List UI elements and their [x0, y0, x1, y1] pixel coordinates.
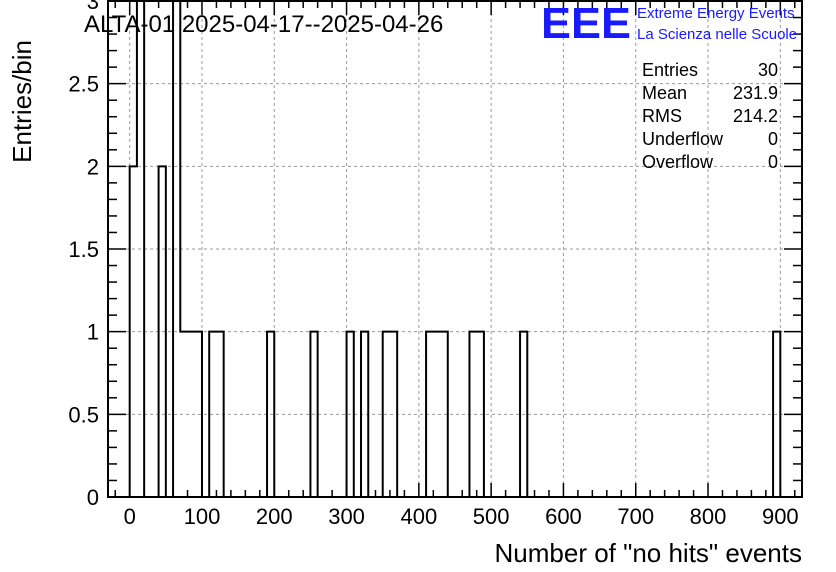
- stats-box: Entries 30 Mean 231.9 RMS 214.2 Underflo…: [642, 60, 778, 172]
- y-tick-label: 2: [87, 154, 99, 179]
- logo-mark: EEE: [541, 0, 631, 48]
- histogram-bin: [441, 332, 448, 497]
- x-tick-label: 300: [328, 504, 365, 529]
- histogram-bin: [310, 332, 317, 497]
- stat-value: 231.9: [733, 83, 778, 103]
- y-tick-label: 3: [87, 0, 99, 14]
- x-tick-label: 0: [124, 504, 136, 529]
- x-tick-label: 200: [256, 504, 293, 529]
- y-tick-label: 1.5: [68, 237, 99, 262]
- histogram-bin: [267, 332, 274, 497]
- histogram-bin: [137, 1, 144, 497]
- histogram-bin: [188, 332, 195, 497]
- histogram-bin: [383, 332, 390, 497]
- histogram-bin: [173, 1, 180, 497]
- stat-label: Overflow: [642, 152, 714, 172]
- histogram-bin: [195, 332, 202, 497]
- stat-label: Mean: [642, 83, 687, 103]
- stat-label: Entries: [642, 60, 698, 80]
- chart-title: ALTA-01 2025-04-17--2025-04-26: [84, 11, 443, 38]
- histogram-bin: [469, 332, 476, 497]
- histogram-bin: [347, 332, 354, 497]
- y-tick-label: 2.5: [68, 72, 99, 97]
- histogram-bin: [159, 166, 166, 497]
- y-axis-label: Entries/bin: [7, 40, 37, 163]
- y-tick-label: 1: [87, 320, 99, 345]
- y-tick-label: 0: [87, 485, 99, 510]
- axis-ticks: 0 100 200 300 400 500 600 700 800 90000.511.522.5…: [68, 0, 802, 529]
- stat-value: 0: [768, 129, 778, 149]
- stat-value: 0: [768, 152, 778, 172]
- y-tick-label: 0.5: [68, 402, 99, 427]
- logo-line1: Extreme Energy Events: [637, 5, 795, 22]
- histogram-bin: [361, 332, 368, 497]
- logo-line2: La Scienza nelle Scuole: [637, 26, 797, 43]
- stat-label: Underflow: [642, 129, 724, 149]
- histogram-bin: [130, 166, 137, 497]
- grid-lines: [108, 0, 802, 497]
- eee-logo: EEE Extreme Energy Events La Scienza nel…: [541, 0, 797, 48]
- histogram-bin: [390, 332, 397, 497]
- x-tick-label: 100: [184, 504, 221, 529]
- histogram-bin: [426, 332, 433, 497]
- x-tick-label: 800: [690, 504, 727, 529]
- histogram-bin: [773, 332, 780, 497]
- x-tick-label: 500: [473, 504, 510, 529]
- histogram-bin: [520, 332, 527, 497]
- stat-value: 30: [758, 60, 778, 80]
- x-tick-label: 900: [762, 504, 799, 529]
- stat-value: 214.2: [733, 106, 778, 126]
- histogram-bin: [216, 332, 223, 497]
- x-tick-label: 400: [400, 504, 437, 529]
- x-axis-label: Number of "no hits" events: [495, 538, 803, 568]
- x-tick-label: 700: [617, 504, 654, 529]
- x-tick-label: 600: [545, 504, 582, 529]
- histogram-bin: [433, 332, 440, 497]
- histogram-bin: [209, 332, 216, 497]
- stat-label: RMS: [642, 106, 682, 126]
- histogram-bin: [477, 332, 484, 497]
- histogram-bin: [180, 332, 187, 497]
